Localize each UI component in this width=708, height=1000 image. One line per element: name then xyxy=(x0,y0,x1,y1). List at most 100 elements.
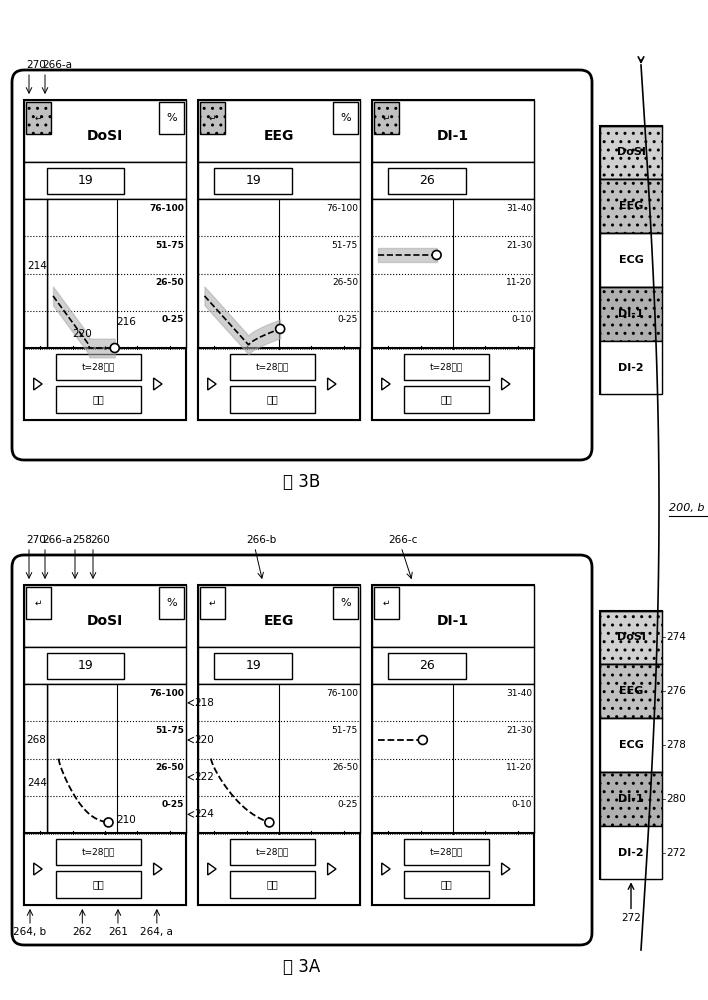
Text: t=28分钟: t=28分钟 xyxy=(82,363,115,372)
Text: ↵: ↵ xyxy=(383,114,390,123)
Text: 270: 270 xyxy=(26,535,46,545)
Text: 单位: 单位 xyxy=(93,394,104,404)
Text: DI-2: DI-2 xyxy=(618,848,644,858)
Polygon shape xyxy=(382,863,390,875)
Bar xyxy=(24,833,186,905)
Text: DI-1: DI-1 xyxy=(437,129,469,143)
Text: EEG: EEG xyxy=(264,614,295,628)
Polygon shape xyxy=(154,378,162,390)
Text: ↵: ↵ xyxy=(35,114,42,123)
Bar xyxy=(372,162,534,199)
Circle shape xyxy=(265,818,274,827)
Text: 图 3A: 图 3A xyxy=(283,958,321,976)
Text: 26-50: 26-50 xyxy=(155,278,184,287)
Text: ↵: ↵ xyxy=(35,599,42,608)
Bar xyxy=(404,386,489,413)
Text: 214: 214 xyxy=(27,261,47,271)
Text: 222: 222 xyxy=(194,772,214,782)
Text: 0-25: 0-25 xyxy=(338,800,358,809)
Bar xyxy=(215,653,292,679)
Text: 200, b: 200, b xyxy=(669,502,704,512)
Text: 268: 268 xyxy=(26,735,46,745)
Bar xyxy=(600,126,662,394)
Bar xyxy=(47,653,125,679)
Bar xyxy=(24,585,186,647)
Text: 26-50: 26-50 xyxy=(155,763,184,772)
Bar xyxy=(333,102,358,134)
Bar xyxy=(372,348,534,420)
Bar xyxy=(24,585,186,905)
Text: 单位: 单位 xyxy=(267,394,278,404)
Bar xyxy=(57,839,141,865)
Polygon shape xyxy=(501,863,510,875)
Bar xyxy=(600,611,662,879)
Bar xyxy=(372,647,534,684)
Text: DI-2: DI-2 xyxy=(618,363,644,373)
Text: 270: 270 xyxy=(26,60,46,70)
Polygon shape xyxy=(34,378,42,390)
Bar xyxy=(24,348,186,420)
Bar xyxy=(404,871,489,898)
Text: DI-1: DI-1 xyxy=(618,309,644,319)
Bar xyxy=(24,162,186,199)
Text: 51-75: 51-75 xyxy=(155,241,184,250)
Text: 51-75: 51-75 xyxy=(332,241,358,250)
Bar xyxy=(372,684,534,833)
Bar xyxy=(600,341,662,394)
Text: 21-30: 21-30 xyxy=(506,726,532,735)
Text: EEG: EEG xyxy=(264,129,295,143)
Text: t=28分钟: t=28分钟 xyxy=(430,363,463,372)
Bar xyxy=(198,585,360,905)
Bar xyxy=(24,100,186,162)
Bar xyxy=(388,653,466,679)
Polygon shape xyxy=(34,863,42,875)
Text: 26-50: 26-50 xyxy=(332,278,358,287)
Text: 278: 278 xyxy=(666,740,686,750)
Text: 272: 272 xyxy=(621,913,641,923)
Polygon shape xyxy=(328,863,336,875)
Text: 76-100: 76-100 xyxy=(149,689,184,698)
Polygon shape xyxy=(207,378,216,390)
Bar xyxy=(230,839,314,865)
Bar xyxy=(198,585,360,647)
Bar xyxy=(372,585,534,647)
Text: EEG: EEG xyxy=(619,201,643,211)
Bar xyxy=(200,587,225,619)
Text: 单位: 单位 xyxy=(440,394,452,404)
Text: 266-b: 266-b xyxy=(246,535,277,545)
Bar xyxy=(230,871,314,898)
Bar xyxy=(26,102,51,134)
Polygon shape xyxy=(501,378,510,390)
Text: ↵: ↵ xyxy=(209,114,217,123)
Polygon shape xyxy=(382,378,390,390)
FancyBboxPatch shape xyxy=(12,70,592,460)
Text: 76-100: 76-100 xyxy=(149,204,184,213)
Bar xyxy=(198,100,360,420)
Bar xyxy=(600,179,662,233)
Text: 218: 218 xyxy=(194,698,214,708)
Bar xyxy=(230,386,314,413)
Text: ECG: ECG xyxy=(619,740,644,750)
Bar xyxy=(388,168,466,194)
Circle shape xyxy=(418,736,428,744)
Text: DoSI: DoSI xyxy=(617,632,646,642)
Bar xyxy=(600,826,662,879)
Bar xyxy=(600,718,662,772)
Text: EEG: EEG xyxy=(619,686,643,696)
Text: 261: 261 xyxy=(108,927,128,937)
Bar xyxy=(600,233,662,287)
Circle shape xyxy=(104,818,113,827)
Text: 26: 26 xyxy=(419,174,435,187)
Text: 单位: 单位 xyxy=(267,879,278,889)
Text: 26: 26 xyxy=(419,659,435,672)
Bar xyxy=(24,100,186,420)
Bar xyxy=(372,199,534,348)
Text: 31-40: 31-40 xyxy=(506,689,532,698)
Text: ↵: ↵ xyxy=(209,599,217,608)
Bar xyxy=(200,102,225,134)
Text: 224: 224 xyxy=(194,809,214,819)
Text: ECG: ECG xyxy=(619,255,644,265)
Text: 51-75: 51-75 xyxy=(332,726,358,735)
Text: 图 3B: 图 3B xyxy=(283,473,321,491)
Text: DI-1: DI-1 xyxy=(618,794,644,804)
